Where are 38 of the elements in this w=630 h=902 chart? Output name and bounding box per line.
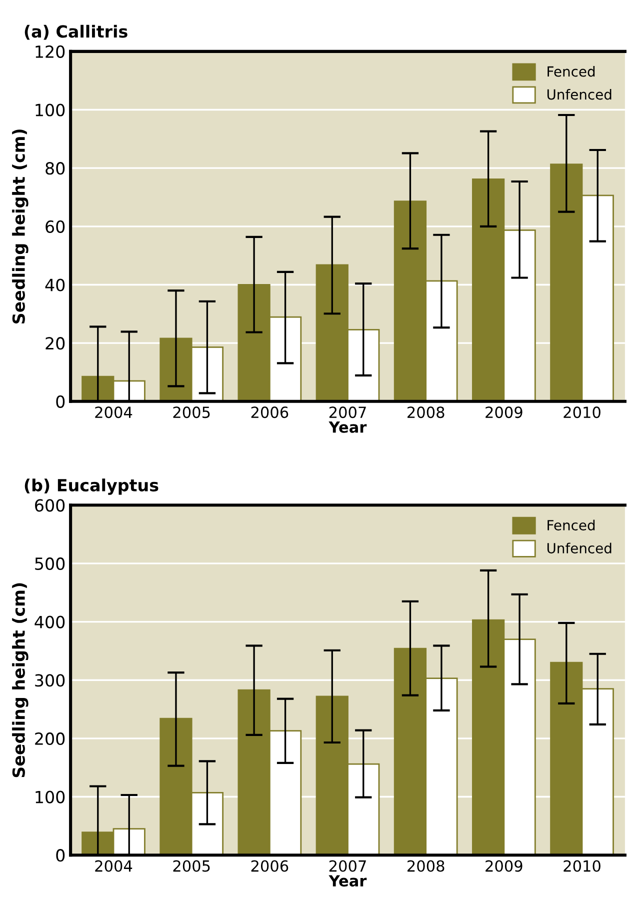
x-axis-title: Year <box>328 422 367 433</box>
y-tick-label: 0 <box>56 395 65 408</box>
x-tick-label: 2008 <box>408 406 444 418</box>
y-tick-label: 120 <box>36 45 65 58</box>
x-tick-label: 2007 <box>329 406 366 418</box>
x-tick-label: 2009 <box>486 406 522 418</box>
y-tick-label: 100 <box>36 790 65 804</box>
y-tick-label: 500 <box>35 557 65 570</box>
x-axis-title: Year <box>328 875 367 887</box>
y-tick-label: 200 <box>35 732 65 746</box>
y-tick-label: 0 <box>56 849 65 862</box>
x-tick-label: 2006 <box>251 406 288 418</box>
legend-label: Fenced <box>548 520 595 530</box>
y-tick-label: 300 <box>35 674 65 687</box>
legend-label: Unfenced <box>547 88 612 100</box>
y-tick-label: 100 <box>36 104 65 116</box>
x-tick-label: 2004 <box>95 860 132 872</box>
x-tick-label: 2010 <box>564 406 600 418</box>
x-tick-label: 2009 <box>486 860 522 872</box>
y-axis-title: Seedling height (cm) <box>12 130 28 324</box>
y-tick-label: 600 <box>35 499 65 512</box>
chart-title: (b) Eucalyptus <box>24 478 158 495</box>
x-tick-label: 2005 <box>173 860 210 872</box>
x-tick-label: 2004 <box>95 406 132 418</box>
y-tick-label: 400 <box>34 616 65 628</box>
legend-label: Fenced <box>548 66 595 77</box>
x-tick-label: 2005 <box>173 406 210 418</box>
x-tick-label: 2007 <box>329 860 366 872</box>
y-tick-label: 40 <box>45 278 65 292</box>
x-tick-label: 2006 <box>251 860 288 872</box>
y-tick-label: 80 <box>46 162 65 175</box>
y-axis-title: Seedling height (cm) <box>12 583 28 778</box>
y-tick-label: 20 <box>46 337 65 350</box>
chart-title: (a) Callitris <box>24 24 128 40</box>
y-tick-label: 60 <box>46 220 65 233</box>
legend-label: Unfenced <box>547 542 612 554</box>
x-tick-label: 2010 <box>564 860 600 872</box>
x-tick-label: 2008 <box>408 860 444 872</box>
